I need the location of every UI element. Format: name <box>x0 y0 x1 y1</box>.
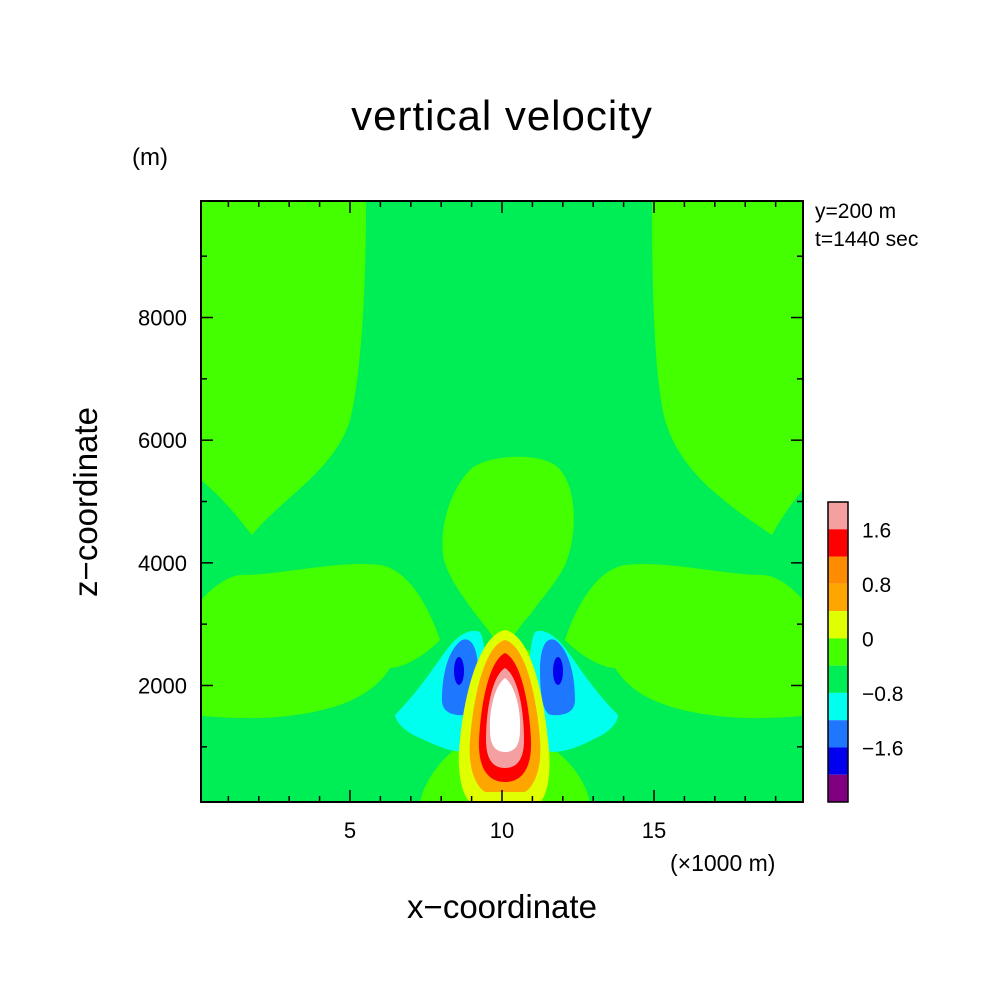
chart-title: vertical velocity <box>351 92 653 139</box>
region-central-dome <box>442 456 574 640</box>
region-darkblue-right <box>553 657 563 685</box>
colorbar-label: −0.8 <box>862 683 903 706</box>
region-updraft-white <box>489 678 521 752</box>
y-axis-label: z−coordinate <box>67 407 104 597</box>
colorbar-label: 1.6 <box>862 519 891 542</box>
colorbar-label: 0 <box>862 628 874 651</box>
x-unit-label: (×1000 m) <box>670 850 776 876</box>
colorbar-swatch <box>828 556 848 584</box>
contour-fill <box>201 201 803 802</box>
annotation-y: y=200 m <box>815 200 897 223</box>
colorbar-swatch <box>828 583 848 612</box>
colorbar-swatch <box>828 747 848 775</box>
region-darkblue-left <box>454 657 464 685</box>
colorbar-swatch <box>828 611 848 639</box>
colorbar-swatch <box>828 720 848 748</box>
colorbar <box>827 501 849 803</box>
tick-marks <box>201 201 803 802</box>
y-tick-label: 8000 <box>138 306 187 331</box>
x-tick-label: 15 <box>642 818 666 843</box>
region-upper-right <box>652 201 803 535</box>
y-tick-label: 2000 <box>138 673 187 698</box>
colorbar-swatch <box>828 774 848 802</box>
colorbar-frame <box>827 501 849 803</box>
colorbar-label: −1.6 <box>862 737 903 760</box>
region-right-lobe <box>565 563 803 719</box>
colorbar-labels: 1.6 0.8 0 −0.8 −1.6 <box>862 519 903 760</box>
colorbar-swatch <box>828 529 848 557</box>
y-unit-label: (m) <box>132 144 168 171</box>
region-upper-left <box>201 201 366 535</box>
y-tick-label: 6000 <box>138 428 187 453</box>
x-tick-label: 5 <box>344 818 356 843</box>
colorbar-swatch <box>828 692 848 721</box>
tick-labels: 5 10 15 2000 4000 6000 8000 <box>138 306 666 843</box>
region-left-lobe <box>201 563 440 719</box>
y-tick-label: 4000 <box>138 551 187 576</box>
colorbar-swatch <box>828 502 848 530</box>
colorbar-swatch <box>828 665 848 693</box>
annotation-t: t=1440 sec <box>815 228 919 251</box>
colorbar-label: 0.8 <box>862 574 891 597</box>
x-axis-label: x−coordinate <box>407 888 597 925</box>
colorbar-swatch <box>828 638 848 666</box>
x-tick-label: 10 <box>490 818 514 843</box>
